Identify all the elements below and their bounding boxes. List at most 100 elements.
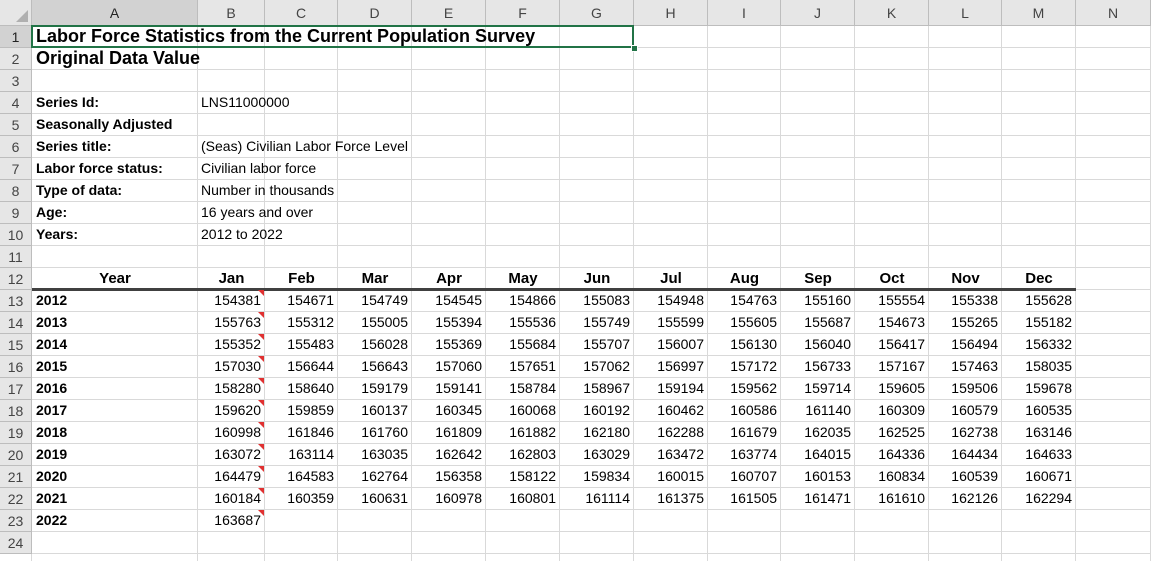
table-cell[interactable]: 154381 [214, 292, 261, 308]
table-cell[interactable]: 157030 [214, 358, 261, 374]
sheet-subtitle[interactable]: Original Data Value [36, 48, 201, 68]
table-cell[interactable]: 162035 [804, 424, 851, 440]
table-cell[interactable]: 156332 [1025, 336, 1072, 352]
table-header-sep[interactable]: Sep [804, 270, 832, 287]
table-cell[interactable]: 161809 [435, 424, 482, 440]
table-cell[interactable]: 164434 [951, 446, 998, 462]
meta-value[interactable]: Number in thousands [201, 182, 335, 198]
table-cell[interactable]: 160068 [509, 402, 556, 418]
row-header-1[interactable]: 1 [0, 26, 32, 48]
table-cell[interactable]: 155265 [951, 314, 998, 330]
row-header-24[interactable]: 24 [0, 532, 32, 554]
table-cell[interactable]: 159179 [361, 380, 408, 396]
table-cell[interactable]: 159714 [804, 380, 851, 396]
row-header-15[interactable]: 15 [0, 334, 32, 356]
table-year[interactable]: 2017 [36, 402, 68, 418]
table-cell[interactable]: 164015 [804, 446, 851, 462]
meta-value[interactable]: Civilian labor force [201, 160, 317, 176]
table-cell[interactable]: 163035 [361, 446, 408, 462]
row-header-8[interactable]: 8 [0, 180, 32, 202]
column-header-m[interactable]: M [1002, 0, 1076, 26]
table-cell[interactable]: 155684 [509, 336, 556, 352]
row-header-11[interactable]: 11 [0, 246, 32, 268]
table-cell[interactable]: 156130 [730, 336, 777, 352]
table-cell[interactable]: 159834 [583, 468, 630, 484]
table-cell[interactable]: 154948 [657, 292, 704, 308]
table-cell[interactable]: 155338 [951, 292, 998, 308]
table-cell[interactable]: 162764 [361, 468, 408, 484]
table-cell[interactable]: 162803 [509, 446, 556, 462]
table-cell[interactable]: 156733 [804, 358, 851, 374]
table-cell[interactable]: 163774 [730, 446, 777, 462]
row-header-22[interactable]: 22 [0, 488, 32, 510]
table-cell[interactable]: 157060 [435, 358, 482, 374]
row-header-14[interactable]: 14 [0, 312, 32, 334]
table-cell[interactable]: 155599 [657, 314, 704, 330]
table-cell[interactable]: 156644 [287, 358, 334, 374]
row-header-21[interactable]: 21 [0, 466, 32, 488]
table-header-feb[interactable]: Feb [288, 270, 315, 287]
table-cell[interactable]: 160834 [878, 468, 925, 484]
table-year[interactable]: 2019 [36, 446, 68, 462]
table-cell[interactable]: 155160 [804, 292, 851, 308]
table-cell[interactable]: 161375 [657, 490, 704, 506]
table-cell[interactable]: 158967 [583, 380, 630, 396]
meta-label[interactable]: Series Id: [36, 94, 100, 110]
table-cell[interactable]: 162294 [1025, 490, 1072, 506]
table-cell[interactable]: 155369 [435, 336, 482, 352]
table-cell[interactable]: 158280 [214, 380, 261, 396]
table-cell[interactable]: 161140 [805, 402, 851, 418]
table-header-apr[interactable]: Apr [436, 270, 462, 287]
table-cell[interactable]: 154763 [730, 292, 777, 308]
column-header-g[interactable]: G [560, 0, 634, 26]
table-cell[interactable]: 160345 [435, 402, 482, 418]
row-header-13[interactable]: 13 [0, 290, 32, 312]
table-cell[interactable]: 155687 [804, 314, 851, 330]
table-cell[interactable]: 159562 [730, 380, 777, 396]
table-cell[interactable]: 162126 [951, 490, 998, 506]
table-cell[interactable]: 163029 [583, 446, 630, 462]
table-cell[interactable]: 155352 [214, 336, 261, 352]
table-cell[interactable]: 160631 [361, 490, 408, 506]
table-header-jan[interactable]: Jan [218, 270, 245, 287]
meta-label[interactable]: Labor force status: [36, 160, 163, 176]
table-cell[interactable]: 155707 [583, 336, 630, 352]
table-cell[interactable]: 158640 [287, 380, 334, 396]
column-header-k[interactable]: K [855, 0, 929, 26]
table-header-may[interactable]: May [508, 270, 538, 287]
table-cell[interactable]: 155394 [435, 314, 482, 330]
table-cell[interactable]: 156997 [657, 358, 704, 374]
column-header-l[interactable]: L [929, 0, 1002, 26]
row-header-4[interactable]: 4 [0, 92, 32, 114]
table-cell[interactable]: 156494 [951, 336, 998, 352]
column-header-j[interactable]: J [781, 0, 855, 26]
table-cell[interactable]: 155483 [287, 336, 334, 352]
table-cell[interactable]: 155182 [1025, 314, 1072, 330]
table-cell[interactable]: 155005 [361, 314, 408, 330]
table-header-dec[interactable]: Dec [1025, 270, 1053, 287]
row-header-9[interactable]: 9 [0, 202, 32, 224]
row-header-17[interactable]: 17 [0, 378, 32, 400]
table-cell[interactable]: 160015 [657, 468, 704, 484]
row-header-5[interactable]: 5 [0, 114, 32, 136]
table-cell[interactable]: 161114 [585, 490, 630, 506]
table-cell[interactable]: 163472 [657, 446, 704, 462]
table-cell[interactable]: 164336 [878, 446, 925, 462]
table-cell[interactable]: 160671 [1025, 468, 1072, 484]
table-cell[interactable]: 164633 [1025, 446, 1072, 462]
meta-label[interactable]: Seasonally Adjusted [36, 116, 173, 132]
table-cell[interactable]: 160192 [583, 402, 630, 418]
table-cell[interactable]: 156007 [657, 336, 704, 352]
meta-value[interactable]: LNS11000000 [201, 94, 290, 110]
table-cell[interactable]: 160586 [730, 402, 777, 418]
table-cell[interactable]: 154545 [435, 292, 482, 308]
table-year[interactable]: 2015 [36, 358, 68, 374]
row-header-18[interactable]: 18 [0, 400, 32, 422]
table-cell[interactable]: 162642 [435, 446, 482, 462]
table-header-mar[interactable]: Mar [361, 270, 389, 287]
table-cell[interactable]: 159194 [657, 380, 704, 396]
table-cell[interactable]: 163114 [288, 446, 334, 462]
sheet-title[interactable]: Labor Force Statistics from the Current … [36, 26, 536, 46]
meta-value[interactable]: (Seas) Civilian Labor Force Level [201, 138, 408, 154]
